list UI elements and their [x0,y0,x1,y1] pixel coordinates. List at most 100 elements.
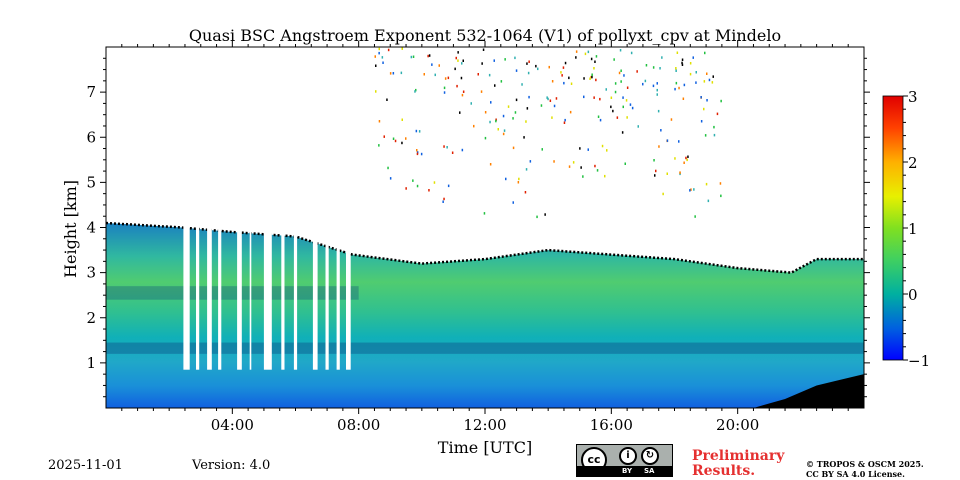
scatter-point [653,159,655,162]
scatter-point [594,60,596,63]
scatter-point [488,73,491,77]
scatter-point [493,59,495,62]
scatter-point [590,75,592,79]
scatter-point [622,96,624,99]
scatter-point [431,63,433,66]
y-tick-label: 1 [86,354,96,372]
scatter-point [575,50,578,53]
scatter-point [626,116,628,119]
scatter-point [700,96,702,99]
scatter-point [712,75,714,78]
scatter-point [443,197,445,201]
data-gap-10 [325,214,329,370]
scatter-point [637,125,639,128]
scatter-point [642,82,644,86]
scatter-point [707,199,710,203]
scatter-point [438,64,440,67]
scatter-point [460,76,463,80]
scatter-point [704,51,706,55]
y-tick-label: 5 [86,173,96,191]
scatter-point [494,84,496,87]
scatter-point [507,105,510,108]
scatter-point [595,55,598,58]
scatter-point [713,133,716,137]
scatter-point [489,163,492,166]
scatter-point [401,118,403,121]
y-axis-label: Height [km] [61,180,80,278]
license-badge[interactable]: cc i ↻ BY SA [576,444,673,477]
scatter-point [528,60,530,63]
scatter-point [564,61,567,65]
scatter-point [412,179,414,182]
scatter-point [374,55,376,58]
scatter-point [443,91,446,94]
scatter-point [457,51,459,54]
scatter-point [457,59,459,62]
scatter-point [568,76,570,80]
scatter-point [656,93,658,96]
scatter-point [694,215,696,218]
attribution-icon: i [619,447,637,465]
scatter-point [470,102,472,105]
data-gap-1 [196,214,200,370]
scatter-point [591,73,593,76]
scatter-point [515,98,518,102]
scatter-point [541,148,543,151]
scatter-point [378,120,381,123]
scatter-point [583,95,585,99]
scatter-point [454,67,456,71]
scatter-point [405,137,407,140]
scatter-point [544,213,546,216]
scatter-point [555,97,558,100]
scatter-point [706,72,708,75]
scatter-point [563,121,566,124]
license-bar [577,466,672,476]
scatter-point [401,47,403,50]
scatter-point [580,166,582,169]
scatter-point [561,74,563,77]
scatter-point [682,97,685,100]
scatter-point [536,215,538,219]
copyright-line-1: © TROPOS & OSCM 2025. [806,459,924,469]
scatter-point [599,118,602,122]
scatter-point [514,111,517,114]
scatter-point [482,48,485,51]
scatter-point [652,66,655,69]
scatter-point [620,80,622,83]
scatter-point [685,156,687,160]
scatter-point [546,96,548,99]
scatter-point [527,71,530,75]
data-gap-8 [293,214,298,370]
x-axis-label: Time [UTC] [438,438,532,457]
share-alike-icon: ↻ [641,447,659,465]
scatter-point [670,118,673,121]
scatter-point [700,120,703,123]
scatter-point [378,144,380,147]
scatter-point [654,174,656,177]
scatter-point [505,177,507,181]
data-gap-12 [346,214,351,370]
y-tick-label: 6 [86,128,96,146]
scatter-point [526,107,529,110]
scatter-point [526,62,528,65]
scatter-point [518,177,520,181]
scatter-point [595,78,597,82]
preliminary-notice: Preliminary Results. [692,449,784,479]
scatter-point [657,109,660,113]
colorbar-tick-label: 3 [908,88,918,106]
scatter-point [626,86,629,89]
data-gap-9 [312,214,318,370]
scatter-point [461,62,463,65]
scatter-point [416,149,418,152]
scatter-point [662,192,664,196]
chart-title: Quasi BSC Angstroem Exponent 532-1064 (V… [189,26,781,45]
y-axis-right-ticks [864,57,870,398]
scatter-point [489,120,491,124]
data-gap-3 [218,214,222,370]
scatter-point [620,69,622,72]
scatter-point [689,72,692,76]
scatter-point [389,177,392,180]
y-axis: 1 2 3 4 5 6 7 [86,57,106,398]
scatter-point [689,189,691,192]
dark-band-upper [106,286,359,300]
